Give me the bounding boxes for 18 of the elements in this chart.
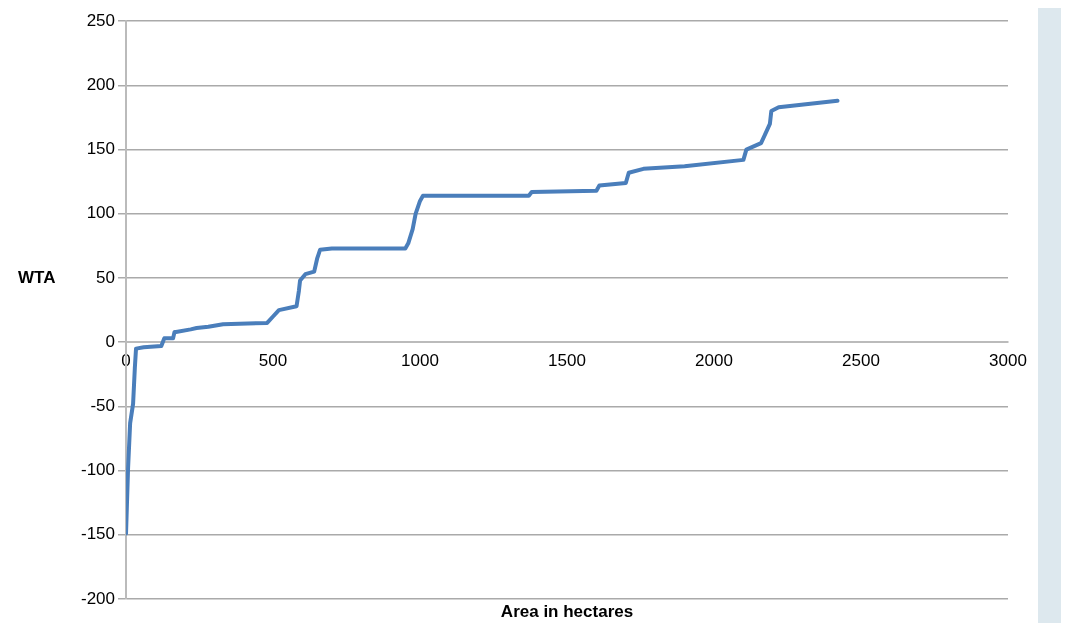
y-tick-label: -100 bbox=[80, 460, 116, 480]
y-tick-label: -150 bbox=[80, 524, 116, 544]
y-tick-label: 0 bbox=[105, 331, 116, 351]
x-tick-label: 1500 bbox=[548, 351, 586, 371]
y-axis-title: WTA bbox=[18, 267, 56, 287]
y-tick-label: -50 bbox=[90, 396, 116, 416]
y-tick-label: 100 bbox=[86, 203, 116, 223]
y-tick-label: 200 bbox=[86, 75, 116, 95]
x-tick-label: 2000 bbox=[695, 351, 733, 371]
y-tick-label: 250 bbox=[86, 10, 116, 30]
x-tick-label: 1000 bbox=[401, 351, 439, 371]
x-tick-label: 2500 bbox=[842, 351, 880, 371]
x-tick-label: 3000 bbox=[989, 351, 1027, 371]
y-tick-label: -200 bbox=[80, 588, 116, 608]
y-tick-label: 50 bbox=[96, 267, 116, 287]
y-tick-label: 150 bbox=[86, 139, 116, 159]
x-tick-label: 500 bbox=[258, 351, 288, 371]
x-axis-title: Area in hectares bbox=[500, 602, 634, 622]
